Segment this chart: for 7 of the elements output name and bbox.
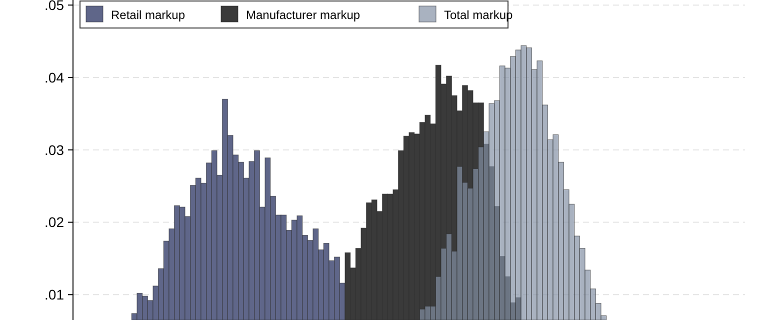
y-tick-label: .04 <box>44 69 64 86</box>
y-tick-label: .02 <box>44 214 64 230</box>
y-tick-label: .01 <box>44 286 64 303</box>
y-tick-label: .05 <box>44 0 64 13</box>
y-tick-label: .03 <box>44 142 64 158</box>
legend-label: Retail markup <box>111 8 186 22</box>
legend-label: Manufacturer markup <box>246 8 360 22</box>
